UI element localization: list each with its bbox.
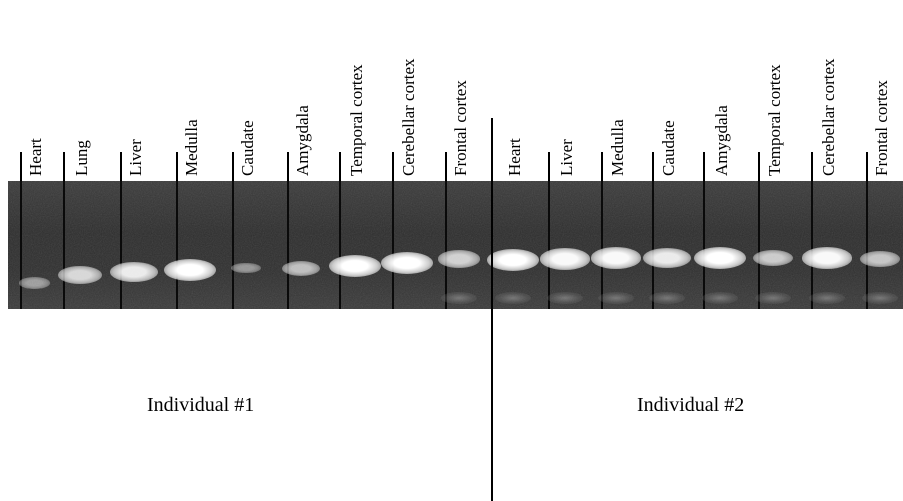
gel-band	[381, 252, 433, 274]
lane-tick	[120, 152, 122, 181]
group-label-individual-1: Individual #1	[147, 394, 255, 416]
gel-band	[643, 248, 691, 268]
lane-label: Medulla	[182, 119, 201, 176]
gel-band	[231, 262, 261, 274]
gel-smear	[809, 292, 845, 304]
lane-label: Temporal cortex	[347, 64, 366, 176]
gel-band	[329, 255, 381, 277]
lane-divider	[758, 181, 760, 309]
lane-label: Liver	[126, 139, 145, 176]
lane-tick	[392, 152, 394, 181]
lane-divider	[866, 181, 868, 309]
lane-divider	[445, 181, 447, 309]
gel-smear	[755, 292, 791, 304]
gel-image	[8, 181, 903, 309]
gel-band	[590, 247, 642, 269]
lane-label: Frontal cortex	[872, 80, 891, 176]
lane-divider	[20, 181, 22, 309]
lane-divider	[392, 181, 394, 309]
lane-label: Temporal cortex	[765, 64, 784, 176]
individual-divider	[491, 118, 493, 501]
lane-tick	[339, 152, 341, 181]
lane-label: Caudate	[659, 120, 678, 176]
gel-band	[694, 247, 746, 269]
lane-divider	[652, 181, 654, 309]
gel-texture	[8, 181, 903, 309]
gel-band	[487, 249, 539, 271]
lane-tick	[811, 152, 813, 181]
gel-band	[539, 248, 591, 270]
gel-smear	[649, 292, 685, 304]
gel-band	[801, 247, 853, 269]
lane-label: Amygdala	[712, 105, 731, 176]
lane-divider	[63, 181, 65, 309]
lane-divider	[811, 181, 813, 309]
lane-label: Amygdala	[293, 105, 312, 176]
group-label-individual-2: Individual #2	[637, 394, 745, 416]
lane-tick	[758, 152, 760, 181]
lane-divider	[176, 181, 178, 309]
gel-band	[752, 249, 794, 267]
lane-divider	[232, 181, 234, 309]
gel-smear	[547, 292, 583, 304]
lane-label: Heart	[26, 138, 45, 176]
gel-band	[58, 266, 102, 284]
lane-divider	[339, 181, 341, 309]
lane-tick	[63, 152, 65, 181]
lane-divider	[703, 181, 705, 309]
gel-smear	[441, 292, 477, 304]
lane-label: Frontal cortex	[451, 80, 470, 176]
gel-smear	[862, 292, 898, 304]
gel-band	[18, 277, 50, 289]
lane-label: Liver	[557, 139, 576, 176]
lane-tick	[445, 152, 447, 181]
gel-smear	[495, 292, 531, 304]
lane-tick	[652, 152, 654, 181]
gel-band	[282, 260, 320, 276]
gel-band	[164, 259, 216, 281]
lane-label: Cerebellar cortex	[819, 58, 838, 176]
lane-divider	[601, 181, 603, 309]
lane-divider	[287, 181, 289, 309]
lane-tick	[703, 152, 705, 181]
lane-label: Caudate	[238, 120, 257, 176]
lane-tick	[20, 152, 22, 181]
gel-band	[437, 250, 481, 268]
lane-label: Lung	[72, 140, 91, 176]
lane-divider	[120, 181, 122, 309]
lane-label: Cerebellar cortex	[399, 58, 418, 176]
lane-tick	[232, 152, 234, 181]
gel-smear	[598, 292, 634, 304]
lane-tick	[548, 152, 550, 181]
gel-band	[860, 251, 900, 267]
lane-tick	[176, 152, 178, 181]
lane-divider	[548, 181, 550, 309]
lane-label: Heart	[505, 138, 524, 176]
gel-band	[110, 262, 158, 282]
lane-tick	[866, 152, 868, 181]
lane-tick	[287, 152, 289, 181]
lane-tick	[601, 152, 603, 181]
gel-smear	[702, 292, 738, 304]
lane-label: Medulla	[608, 119, 627, 176]
